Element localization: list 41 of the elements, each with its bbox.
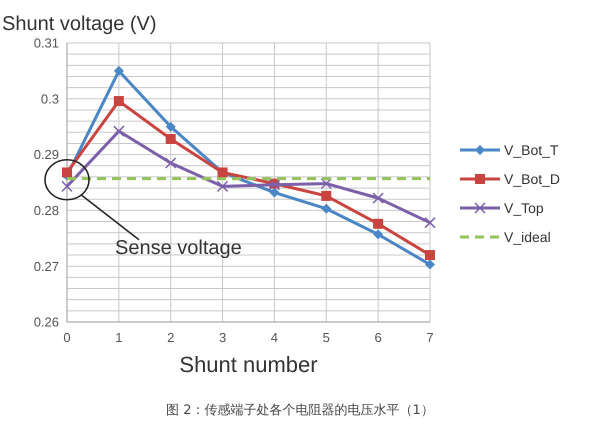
- legend-label: V_Top: [504, 200, 544, 216]
- x-tick-label: 6: [374, 330, 382, 345]
- point: [321, 190, 332, 201]
- point: [321, 204, 332, 214]
- x-axis-title: Shunt number: [179, 352, 318, 377]
- point: [425, 260, 435, 270]
- point: [372, 192, 384, 204]
- point: [320, 178, 332, 190]
- legend-label: V_Bot_T: [504, 142, 559, 158]
- x-tick-label: 3: [218, 330, 226, 345]
- legend-label: V_ideal: [504, 228, 551, 245]
- y-tick-label: 0.31: [34, 36, 59, 51]
- annotation: Sense voltage: [115, 236, 242, 259]
- point: [166, 134, 176, 144]
- point: [62, 167, 72, 178]
- x-tick-label: 2: [167, 330, 174, 345]
- point: [425, 250, 435, 260]
- x-tick-label: 5: [322, 330, 330, 345]
- point: [113, 125, 125, 137]
- y-axis-title: Shunt voltage (V): [2, 13, 157, 35]
- point: [216, 180, 228, 192]
- point: [424, 216, 436, 228]
- point: [166, 122, 176, 132]
- y-tick-label: 0.3: [40, 91, 59, 106]
- x-tick-label: 1: [115, 330, 122, 345]
- x-tick-label: 0: [63, 330, 71, 345]
- x-tick-label: 4: [270, 330, 278, 345]
- point: [114, 66, 124, 76]
- caption: 图 2：传感端子处各个电阻器的电压水平（1）: [166, 403, 434, 418]
- point: [373, 229, 384, 240]
- point: [61, 180, 73, 192]
- y-tick-label: 0.28: [34, 202, 59, 218]
- legend-label: V_Bot_D: [504, 170, 560, 187]
- point: [269, 188, 280, 198]
- x-tick-label: 7: [426, 330, 434, 345]
- point: [373, 218, 384, 229]
- point: [164, 157, 176, 169]
- y-tick-label: 0.29: [34, 147, 59, 162]
- point: [114, 96, 124, 106]
- y-tick-label: 0.26: [34, 314, 59, 330]
- y-tick-label: 0.27: [34, 258, 59, 274]
